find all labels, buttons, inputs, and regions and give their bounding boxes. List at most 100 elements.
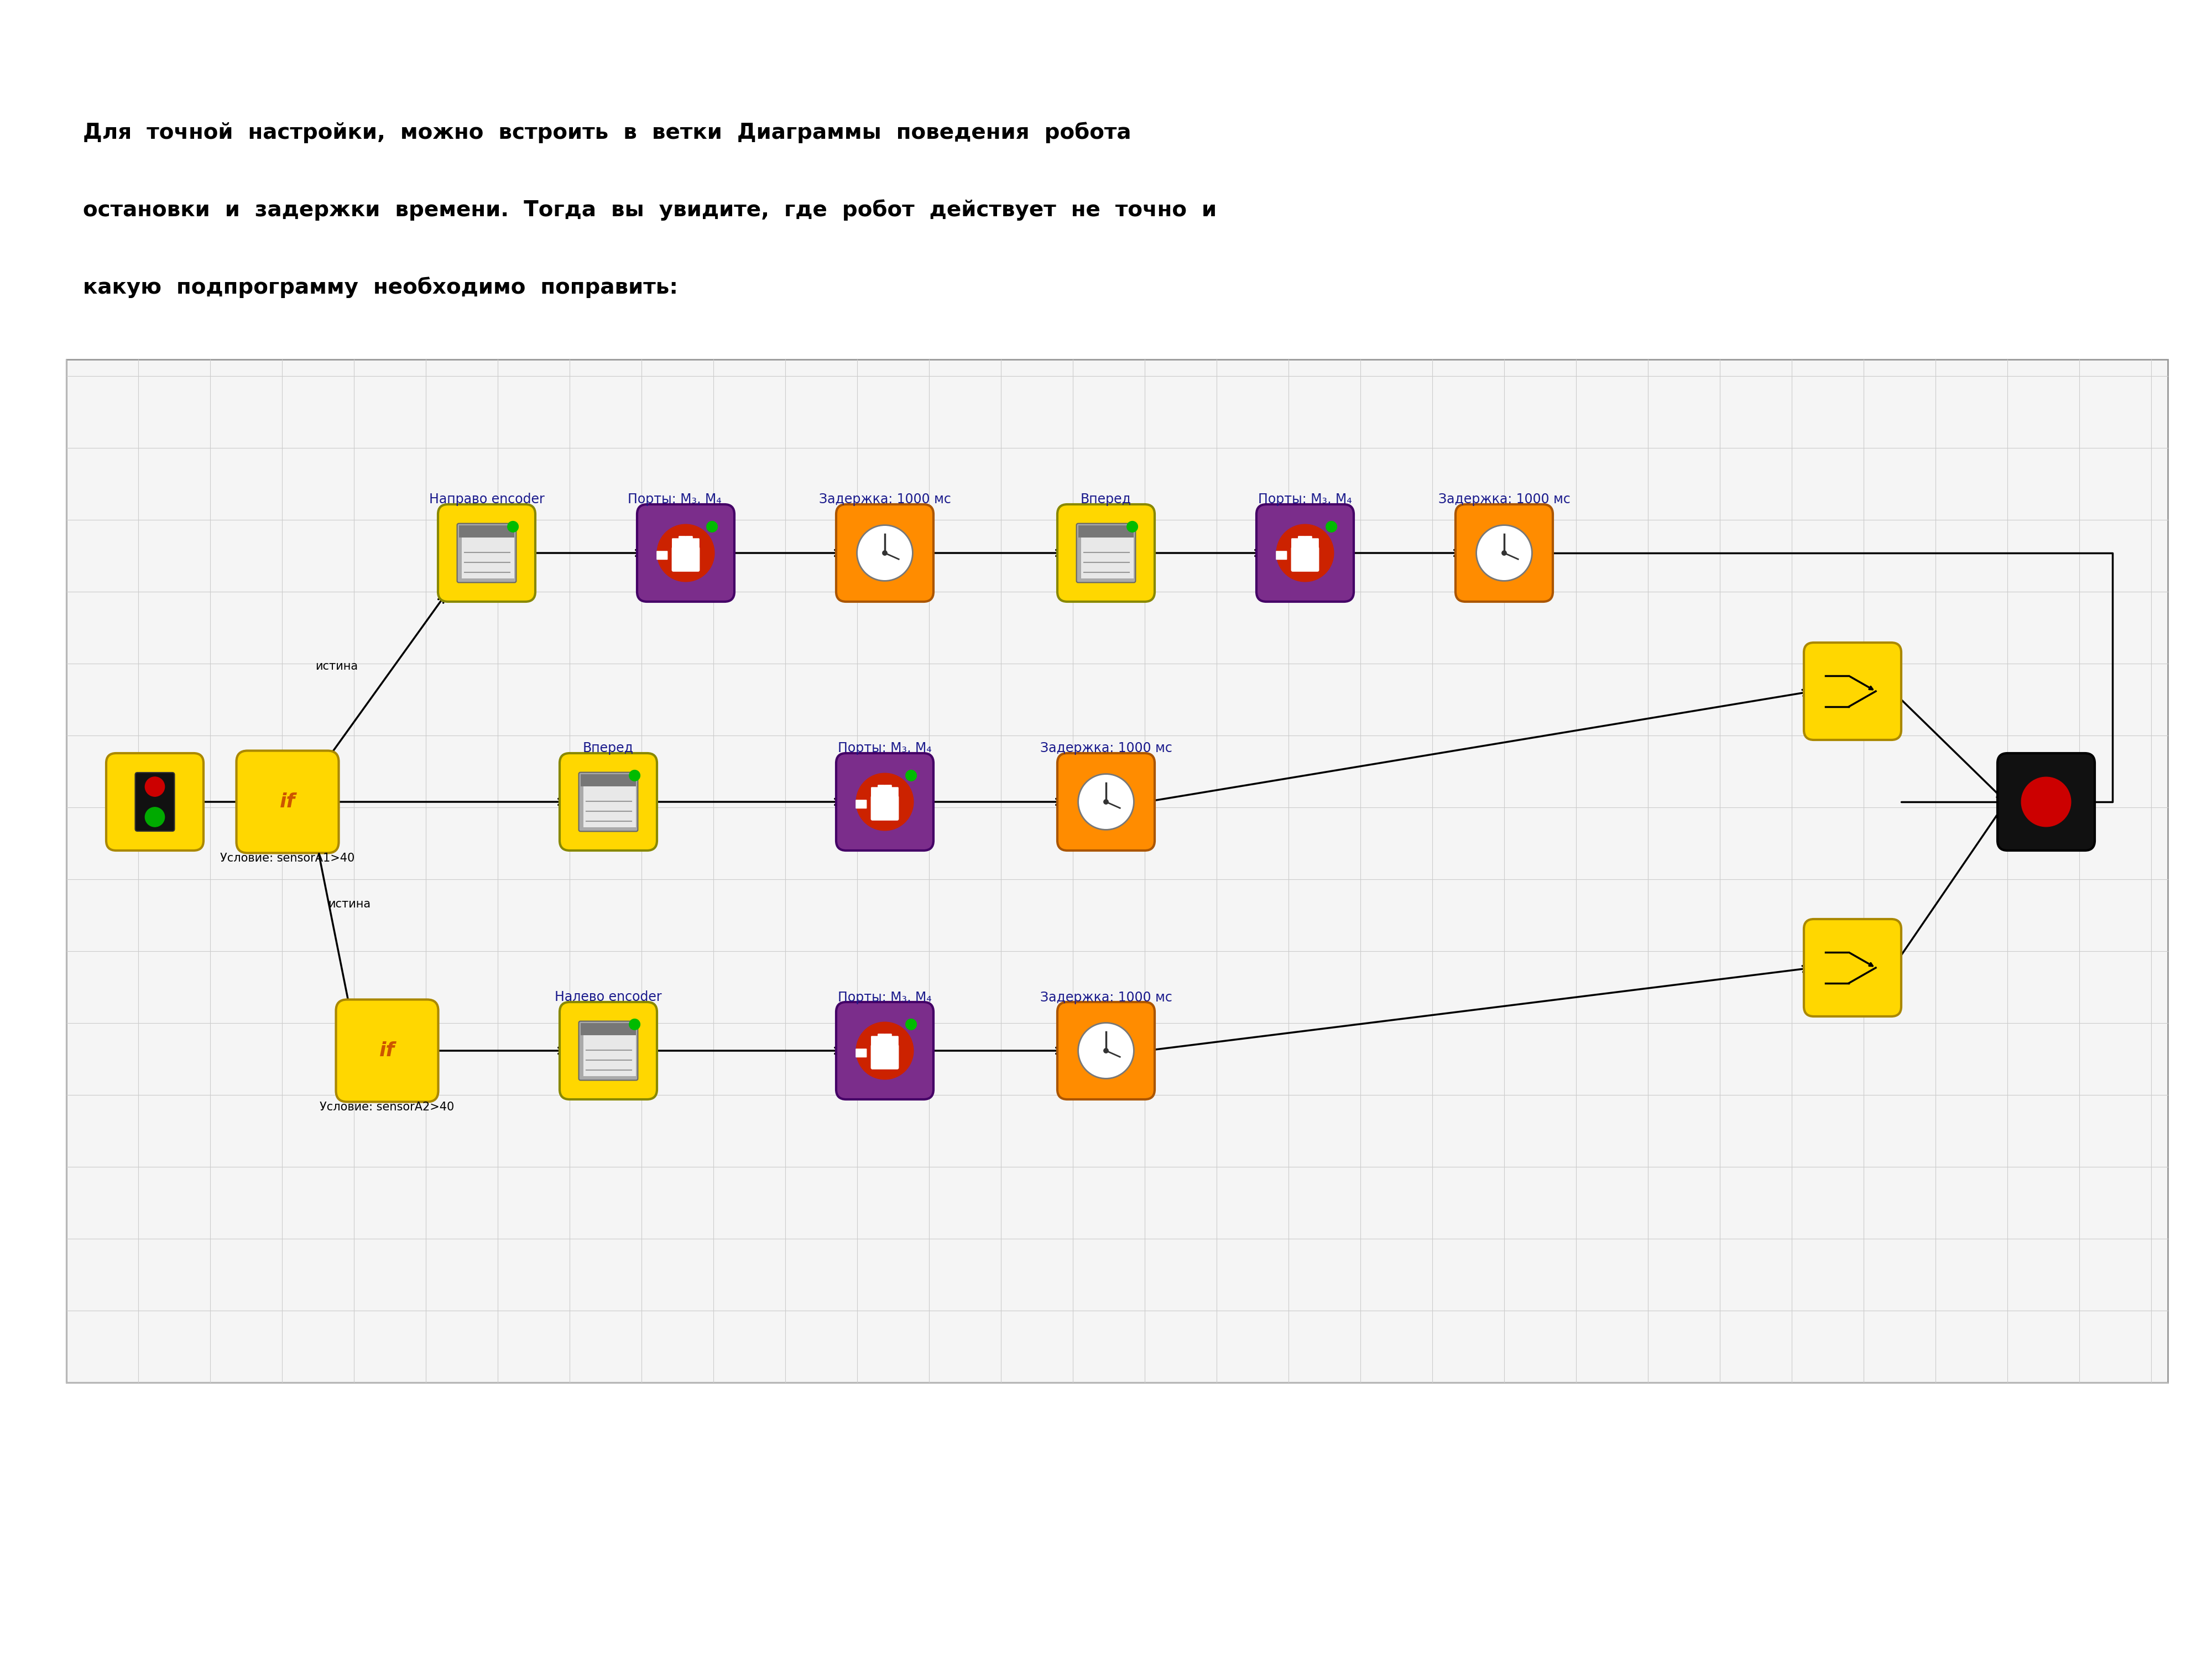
FancyBboxPatch shape	[672, 538, 679, 551]
Circle shape	[507, 521, 518, 533]
Text: Задержка: 1000 мс: Задержка: 1000 мс	[1040, 742, 1172, 755]
FancyBboxPatch shape	[438, 504, 535, 602]
Bar	[1077, 526, 1135, 538]
Circle shape	[905, 1019, 916, 1030]
FancyBboxPatch shape	[66, 360, 2168, 1382]
Bar	[1082, 538, 1135, 579]
Text: истина: истина	[327, 899, 372, 909]
Bar	[458, 526, 515, 538]
FancyBboxPatch shape	[1305, 536, 1312, 551]
Text: Порты: М₃, М₄: Порты: М₃, М₄	[838, 742, 931, 755]
Circle shape	[1077, 775, 1135, 830]
Text: Условие: sensorA1>40: Условие: sensorA1>40	[221, 853, 354, 864]
Text: Условие: sensorA2>40: Условие: sensorA2>40	[321, 1102, 453, 1113]
FancyBboxPatch shape	[580, 773, 637, 831]
FancyBboxPatch shape	[1256, 504, 1354, 602]
FancyBboxPatch shape	[878, 785, 885, 800]
Circle shape	[856, 1022, 914, 1080]
Text: Вперед: Вперед	[584, 742, 635, 755]
FancyBboxPatch shape	[1292, 547, 1318, 572]
FancyBboxPatch shape	[1455, 504, 1553, 602]
Circle shape	[706, 521, 717, 533]
Circle shape	[1502, 551, 1506, 556]
FancyBboxPatch shape	[458, 524, 515, 582]
Circle shape	[883, 551, 887, 556]
FancyBboxPatch shape	[560, 1002, 657, 1100]
Text: Задержка: 1000 мс: Задержка: 1000 мс	[818, 493, 951, 506]
Text: истина: истина	[316, 660, 358, 672]
FancyBboxPatch shape	[1803, 642, 1900, 740]
FancyBboxPatch shape	[891, 786, 898, 800]
Bar	[462, 538, 515, 579]
Circle shape	[657, 524, 714, 582]
Circle shape	[1126, 521, 1137, 533]
Circle shape	[1325, 521, 1336, 533]
Bar	[584, 786, 637, 828]
Text: Направо encoder: Направо encoder	[429, 493, 544, 506]
FancyBboxPatch shape	[872, 796, 898, 821]
FancyBboxPatch shape	[135, 773, 175, 831]
FancyBboxPatch shape	[679, 536, 686, 551]
Text: Для  точной  настройки,  можно  встроить  в  ветки  Диаграммы  поведения  робота: Для точной настройки, можно встроить в в…	[84, 121, 1130, 143]
Circle shape	[628, 1019, 639, 1030]
FancyBboxPatch shape	[878, 1034, 885, 1048]
Circle shape	[905, 770, 916, 781]
FancyBboxPatch shape	[856, 1048, 867, 1057]
FancyBboxPatch shape	[872, 1035, 878, 1048]
FancyBboxPatch shape	[1298, 536, 1305, 551]
FancyBboxPatch shape	[885, 1034, 891, 1048]
FancyBboxPatch shape	[560, 753, 657, 851]
Text: какую  подпрограмму  необходимо  поправить:: какую подпрограмму необходимо поправить:	[84, 277, 677, 299]
FancyBboxPatch shape	[672, 547, 699, 572]
Circle shape	[2022, 776, 2070, 826]
Circle shape	[1104, 1048, 1108, 1053]
FancyBboxPatch shape	[657, 551, 668, 559]
Circle shape	[856, 773, 914, 831]
Text: остановки  и  задержки  времени.  Тогда  вы  увидите,  где  робот  действует  не: остановки и задержки времени. Тогда вы у…	[84, 199, 1217, 221]
FancyBboxPatch shape	[106, 753, 204, 851]
FancyBboxPatch shape	[237, 750, 338, 853]
FancyBboxPatch shape	[856, 800, 867, 808]
FancyBboxPatch shape	[885, 785, 891, 800]
Circle shape	[146, 808, 164, 826]
FancyBboxPatch shape	[336, 999, 438, 1102]
Text: if: if	[378, 1042, 396, 1060]
FancyBboxPatch shape	[1312, 538, 1318, 551]
FancyBboxPatch shape	[1997, 753, 2095, 851]
FancyBboxPatch shape	[872, 786, 878, 800]
Circle shape	[856, 526, 914, 581]
FancyBboxPatch shape	[580, 1022, 637, 1080]
FancyBboxPatch shape	[637, 504, 734, 602]
FancyBboxPatch shape	[1057, 1002, 1155, 1100]
FancyBboxPatch shape	[692, 538, 699, 551]
Bar	[580, 1024, 637, 1035]
Text: if: if	[279, 793, 296, 811]
FancyBboxPatch shape	[1292, 538, 1298, 551]
FancyBboxPatch shape	[836, 504, 933, 602]
Circle shape	[146, 776, 164, 796]
FancyBboxPatch shape	[1276, 551, 1287, 559]
Circle shape	[1104, 800, 1108, 805]
Circle shape	[628, 770, 639, 781]
Text: Налево encoder: Налево encoder	[555, 990, 661, 1004]
Circle shape	[1475, 526, 1533, 581]
Text: Вперед: Вперед	[1079, 493, 1133, 506]
Circle shape	[1077, 1024, 1135, 1078]
FancyBboxPatch shape	[1803, 919, 1900, 1017]
Text: Порты: М₃, М₄: Порты: М₃, М₄	[838, 990, 931, 1004]
Text: Задержка: 1000 мс: Задержка: 1000 мс	[1040, 990, 1172, 1004]
Bar	[580, 775, 637, 786]
Text: Порты: М₃, М₄: Порты: М₃, М₄	[1259, 493, 1352, 506]
Circle shape	[1276, 524, 1334, 582]
FancyBboxPatch shape	[686, 536, 692, 551]
FancyBboxPatch shape	[872, 1045, 898, 1070]
FancyBboxPatch shape	[836, 753, 933, 851]
FancyBboxPatch shape	[1057, 504, 1155, 602]
Text: Задержка: 1000 мс: Задержка: 1000 мс	[1438, 493, 1571, 506]
Text: Порты: М₃, М₄: Порты: М₃, М₄	[628, 493, 721, 506]
FancyBboxPatch shape	[836, 1002, 933, 1100]
FancyBboxPatch shape	[1057, 753, 1155, 851]
FancyBboxPatch shape	[1077, 524, 1135, 582]
FancyBboxPatch shape	[891, 1035, 898, 1048]
Bar	[584, 1035, 637, 1077]
